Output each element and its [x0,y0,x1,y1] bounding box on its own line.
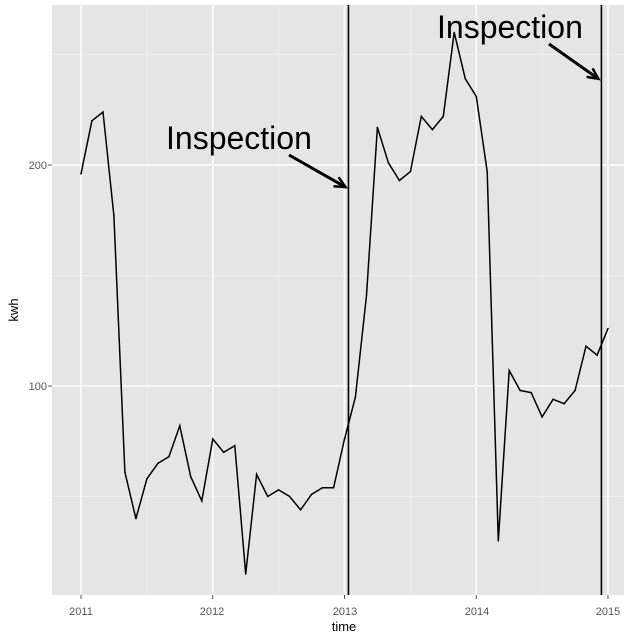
data-point [179,425,181,427]
data-point [212,438,214,440]
data-point [222,451,225,454]
data-point [124,471,126,474]
data-point [91,120,93,122]
data-point [321,486,324,489]
data-points [80,31,609,575]
data-point [519,389,521,392]
data-point [255,473,258,476]
data-point [157,462,159,465]
data-point [497,539,500,542]
data-point [552,398,554,401]
data-point [189,475,192,478]
data-point [376,126,379,129]
data-point [234,444,236,447]
x-tick-label: 2011 [69,606,93,618]
data-point [354,396,357,398]
data-point [563,402,565,405]
x-axis-ticks [80,595,609,599]
data-point [277,489,280,491]
data-point [146,478,148,480]
x-axis-title: time [332,619,357,634]
annotation-inspection-2: Inspection [437,9,583,45]
y-axis-title: kwh [6,298,21,321]
major-gridlines [52,5,624,595]
data-point [541,416,543,418]
x-tick-label: 2014 [465,606,489,618]
data-point [244,573,247,575]
data-point [80,173,82,175]
data-point [475,95,478,98]
plot-panel [52,5,624,595]
data-point [574,389,576,392]
data-point [420,115,423,118]
minor-gridlines [52,5,624,595]
data-point [398,179,401,182]
data-point [343,438,346,440]
data-point [266,495,269,498]
data-point [486,170,489,173]
annotation-arrows [288,42,601,189]
data-point [530,391,532,394]
x-tick-label: 2013 [333,606,357,618]
data-point [288,495,291,498]
data-point [102,111,104,113]
data-point [332,486,335,489]
y-tick-label: 200 [29,160,47,172]
data-point [365,294,368,297]
data-point [596,354,598,356]
data-point [508,369,511,372]
x-tick-label: 2015 [596,606,620,618]
data-point [113,215,115,217]
data-point [607,327,609,330]
data-point [464,78,467,80]
y-axis-ticks [48,164,52,387]
annotation-inspection-1: Inspection [166,120,312,156]
annotation-arrowhead [586,67,601,81]
data-point [409,170,412,173]
data-point [310,493,313,496]
data-point [135,517,137,520]
data-point [585,345,587,348]
annotation-arrowhead [333,176,349,189]
data-point [168,455,170,458]
data-point [201,500,203,502]
y-tick-label: 100 [29,381,47,393]
data-point [442,115,445,118]
inspection-lines [347,5,603,595]
annotation-arrow [288,153,347,189]
annotation-arrow [548,42,600,81]
data-point [431,128,434,131]
data-point [453,31,456,34]
data-point [387,162,390,164]
x-tick-label: 2012 [200,606,224,618]
data-point [299,509,302,511]
